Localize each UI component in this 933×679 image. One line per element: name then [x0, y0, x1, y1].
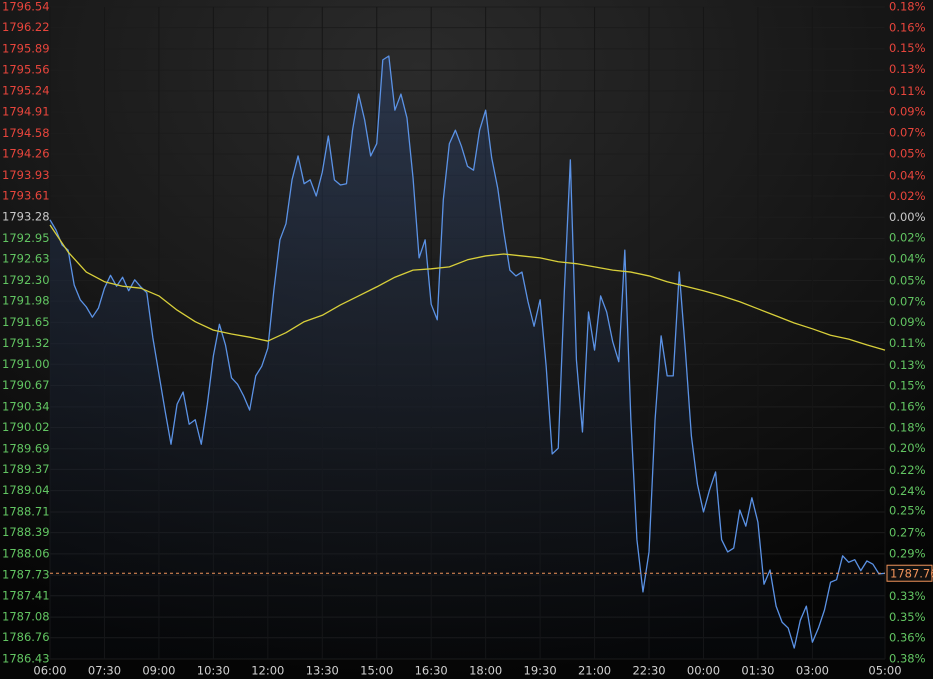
y2-tick-label: 0.27% — [889, 525, 926, 539]
y-tick-label: 1789.37 — [2, 462, 50, 476]
x-tick-label: 06:00 — [33, 664, 66, 678]
x-tick-label: 05:00 — [868, 664, 901, 678]
y-tick-label: 1791.65 — [2, 315, 50, 329]
y-tick-label: 1790.02 — [2, 420, 50, 434]
x-tick-label: 07:30 — [88, 664, 121, 678]
y2-tick-label: 0.16% — [889, 399, 926, 413]
y-tick-label: 1792.30 — [2, 273, 50, 287]
y2-tick-label: 0.18% — [889, 420, 926, 434]
y2-tick-label: 0.04% — [889, 252, 926, 266]
line — [49, 224, 886, 351]
x-tick-label: 18:00 — [469, 664, 502, 678]
last-price-label: 1787.76 — [890, 567, 933, 581]
y-tick-label: 1791.00 — [2, 357, 50, 371]
y2-tick-label: 0.18% — [889, 0, 926, 14]
x-tick-label: 01:30 — [741, 664, 774, 678]
y2-tick-label: 0.07% — [889, 294, 926, 308]
y2-tick-label: 0.13% — [889, 358, 926, 372]
y-tick-label: 1794.26 — [2, 147, 50, 161]
y-tick-label: 1788.71 — [2, 504, 50, 518]
y-tick-label: 1790.67 — [2, 378, 50, 392]
y-tick-label: 1792.95 — [2, 231, 50, 245]
x-tick-label: 09:00 — [142, 664, 175, 678]
y-tick-label: 1793.28 — [2, 210, 50, 224]
y2-tick-label: 0.02% — [889, 189, 926, 203]
y2-tick-label: 0.04% — [889, 168, 926, 182]
y-tick-label: 1788.39 — [2, 525, 50, 539]
y-tick-label: 1796.22 — [2, 20, 50, 34]
y-tick-label: 1791.32 — [2, 336, 50, 350]
x-tick-label: 12:00 — [251, 664, 284, 678]
y2-tick-label: 0.02% — [889, 231, 926, 245]
y-tick-label: 1787.73 — [2, 568, 50, 582]
x-tick-label: 13:30 — [306, 664, 339, 678]
y2-tick-label: 0.24% — [889, 484, 926, 498]
y-tick-label: 1796.54 — [2, 0, 50, 14]
y2-tick-label: 0.36% — [889, 631, 926, 645]
x-tick-label: 03:00 — [796, 664, 829, 678]
x-tick-label: 22:30 — [632, 664, 665, 678]
y-tick-label: 1786.76 — [2, 630, 50, 644]
y-tick-label: 1791.98 — [2, 294, 50, 308]
y-tick-label: 1794.91 — [2, 105, 50, 119]
y2-tick-label: 0.05% — [889, 146, 926, 160]
x-tick-label: 16:30 — [415, 664, 448, 678]
x-tick-label: 10:30 — [197, 664, 230, 678]
y-tick-label: 1788.06 — [2, 546, 50, 560]
y2-tick-label: 0.22% — [889, 463, 926, 477]
y-tick-label: 1789.04 — [2, 483, 50, 497]
y-tick-label: 1786.43 — [2, 652, 50, 666]
y2-tick-label: 0.15% — [889, 41, 926, 55]
y-tick-label: 1790.34 — [2, 399, 50, 413]
y2-tick-label: 0.33% — [889, 589, 926, 603]
y2-tick-label: 0.09% — [889, 315, 926, 329]
y-tick-label: 1789.69 — [2, 441, 50, 455]
y-tick-label: 1795.24 — [2, 83, 50, 97]
y-tick-label: 1787.08 — [2, 610, 50, 624]
y2-tick-label: 0.09% — [889, 105, 926, 119]
y2-tick-label: 0.00% — [889, 210, 926, 224]
x-tick-label: 19:30 — [524, 664, 557, 678]
y2-tick-label: 0.25% — [889, 504, 926, 518]
y2-tick-label: 0.11% — [889, 336, 926, 350]
y2-tick-label: 0.35% — [889, 610, 926, 624]
y2-tick-label: 0.38% — [889, 652, 926, 666]
y-tick-label: 1792.63 — [2, 252, 50, 266]
last-price-tag — [886, 564, 933, 582]
line — [49, 55, 886, 649]
y-tick-label: 1793.93 — [2, 168, 50, 182]
x-tick-label: 15:00 — [360, 664, 393, 678]
y2-tick-label: 0.20% — [889, 441, 926, 455]
y-tick-label: 1793.61 — [2, 188, 50, 202]
y2-tick-label: 0.05% — [889, 273, 926, 287]
x-tick-label: 00:00 — [687, 664, 720, 678]
y2-tick-label: 0.29% — [889, 546, 926, 560]
y2-tick-label: 0.07% — [889, 126, 926, 140]
area — [50, 56, 885, 659]
y-tick-label: 1794.58 — [2, 126, 50, 140]
y2-tick-label: 0.11% — [889, 84, 926, 98]
y-tick-label: 1795.89 — [2, 41, 50, 55]
y-tick-label: 1795.56 — [2, 63, 50, 77]
y2-tick-label: 0.16% — [889, 20, 926, 34]
plot — [49, 55, 886, 659]
y2-tick-label: 0.15% — [889, 379, 926, 393]
y-tick-label: 1787.41 — [2, 588, 50, 602]
y2-tick-label: 0.13% — [889, 62, 926, 76]
x-tick-label: 21:00 — [578, 664, 611, 678]
